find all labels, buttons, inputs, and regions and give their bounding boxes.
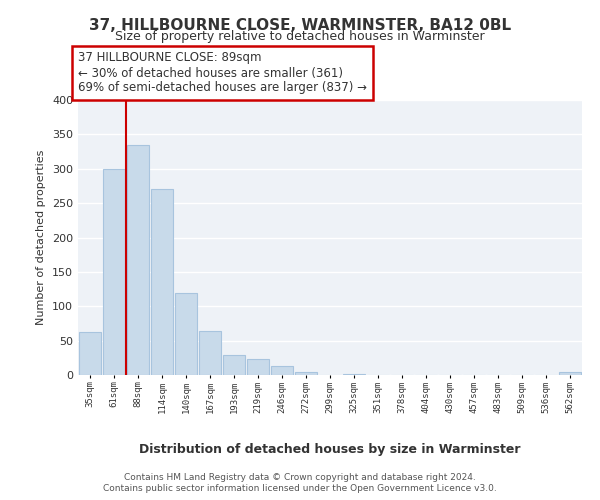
- Bar: [223, 355, 245, 375]
- Bar: [271, 366, 293, 375]
- Text: Size of property relative to detached houses in Warminster: Size of property relative to detached ho…: [115, 30, 485, 43]
- X-axis label: Distribution of detached houses by size in Warminster: Distribution of detached houses by size …: [139, 444, 521, 456]
- Text: 37, HILLBOURNE CLOSE, WARMINSTER, BA12 0BL: 37, HILLBOURNE CLOSE, WARMINSTER, BA12 0…: [89, 18, 511, 32]
- Bar: [295, 372, 317, 375]
- Bar: [199, 331, 221, 375]
- Bar: [175, 293, 197, 375]
- Bar: [151, 190, 173, 375]
- Bar: [343, 374, 365, 375]
- Bar: [127, 144, 149, 375]
- Text: Contains public sector information licensed under the Open Government Licence v3: Contains public sector information licen…: [103, 484, 497, 493]
- Bar: [103, 169, 125, 375]
- Text: 37 HILLBOURNE CLOSE: 89sqm
← 30% of detached houses are smaller (361)
69% of sem: 37 HILLBOURNE CLOSE: 89sqm ← 30% of deta…: [78, 52, 367, 94]
- Text: Contains HM Land Registry data © Crown copyright and database right 2024.: Contains HM Land Registry data © Crown c…: [124, 472, 476, 482]
- Bar: [559, 372, 581, 375]
- Y-axis label: Number of detached properties: Number of detached properties: [37, 150, 46, 325]
- Bar: [79, 332, 101, 375]
- Bar: [247, 358, 269, 375]
